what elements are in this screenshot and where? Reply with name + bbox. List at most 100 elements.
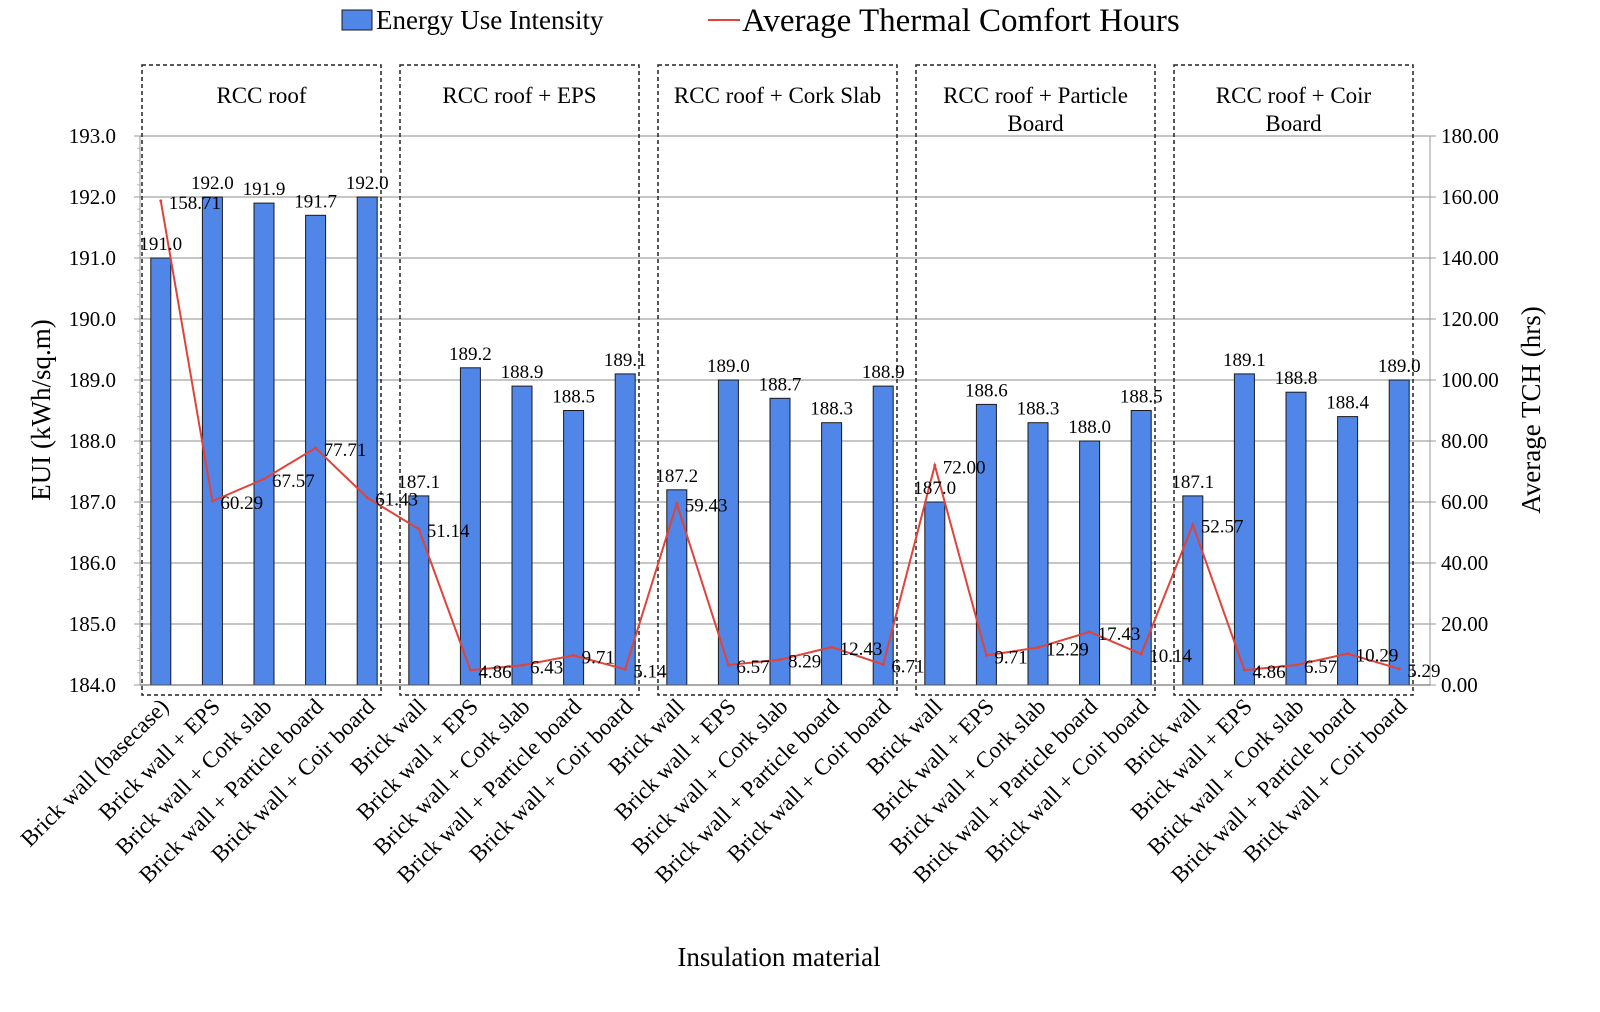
group-title: RCC roof + Coir Board — [1216, 83, 1372, 136]
group-title: RCC roof + Particle Board — [943, 83, 1128, 136]
tch-point — [417, 527, 421, 531]
group-box — [915, 64, 1156, 696]
y-tick-label: 192.0 — [69, 185, 116, 209]
eui-data-label: 187.1 — [397, 472, 440, 493]
eui-bar — [717, 379, 739, 686]
tch-point — [572, 653, 576, 657]
tch-data-label: 61.43 — [375, 490, 418, 511]
eui-data-label: 189.2 — [449, 344, 492, 365]
y-tick-label: 187.0 — [69, 490, 116, 514]
eui-data-label: 189.1 — [1223, 350, 1266, 371]
eui-bar — [666, 489, 688, 686]
y-tick-label: 188.0 — [69, 429, 116, 453]
tch-point — [365, 496, 369, 500]
legend-label-energy-use-intensity: Energy Use Intensity — [376, 5, 604, 35]
tch-point — [881, 663, 885, 667]
y-tick-label: 191.0 — [69, 246, 116, 270]
eui-data-label: 189.0 — [1378, 356, 1421, 377]
eui-data-label: 191.0 — [139, 234, 182, 255]
eui-bar — [201, 196, 223, 686]
tch-data-label: 4.86 — [1252, 662, 1285, 683]
tch-data-label: 5.14 — [633, 661, 667, 682]
y2-tick-label: 120.00 — [1441, 307, 1499, 331]
tch-data-label: 17.43 — [1098, 624, 1141, 645]
tch-data-label: 10.14 — [1149, 646, 1192, 667]
tch-point — [262, 477, 266, 481]
tch-point — [314, 446, 318, 450]
tch-data-label: 60.29 — [220, 493, 263, 514]
tch-point — [1294, 663, 1298, 667]
y-axis-tick-labels: 184.0 185.0 186.0 187.0 188.0 189.0 190.0 191.0… — [69, 124, 116, 697]
eui-data-labels: 191.0 192.0 191.9 191.7 192.0 187.1 189.2 188.9… — [139, 173, 1420, 499]
group-box — [657, 64, 898, 696]
tch-point — [468, 668, 472, 672]
group-title: RCC roof + EPS — [442, 83, 596, 108]
tch-data-label: 10.29 — [1356, 646, 1399, 667]
eui-bar — [924, 501, 946, 686]
eui-bar — [1285, 391, 1307, 686]
y2-tick-label: 140.00 — [1441, 246, 1499, 270]
group-box — [1173, 64, 1414, 696]
tch-point — [1139, 652, 1143, 656]
group-title: RCC roof + Cork Slab — [674, 83, 881, 108]
eui-bar — [305, 214, 327, 686]
y-tick-label: 190.0 — [69, 307, 116, 331]
y-tick-label: 189.0 — [69, 368, 116, 392]
tch-point — [159, 199, 163, 203]
legend: Energy Use Intensity Average Thermal Com… — [341, 3, 1180, 39]
eui-data-label: 187.0 — [913, 478, 956, 499]
eui-data-label: 192.0 — [346, 173, 389, 194]
tch-data-label: 51.14 — [427, 521, 470, 542]
tch-data-label: 12.29 — [1046, 640, 1089, 661]
tch-point — [1346, 652, 1350, 656]
eui-data-label: 191.7 — [294, 191, 337, 212]
tch-data-label: 6.71 — [891, 657, 924, 678]
tch-point — [1242, 668, 1246, 672]
y2-tick-label: 80.00 — [1441, 429, 1488, 453]
eui-bar — [563, 410, 585, 686]
eui-data-label: 188.6 — [965, 380, 1008, 401]
eui-data-label: 188.9 — [501, 362, 544, 383]
tch-data-label: 77.71 — [324, 440, 367, 461]
y2-tick-label: 40.00 — [1441, 551, 1488, 575]
eui-data-label: 187.2 — [655, 466, 698, 487]
legend-swatch-energy-use-intensity — [341, 9, 373, 31]
eui-bars — [150, 196, 1410, 686]
eui-data-label: 192.0 — [191, 173, 234, 194]
tch-line — [159, 199, 1401, 672]
y2-axis-tick-labels: 0.00 20.00 40.00 60.00 80.00 100.00 120.00 140.… — [1441, 124, 1499, 697]
tch-point — [1191, 523, 1195, 527]
group-box — [141, 64, 382, 696]
tch-point — [830, 645, 834, 649]
tch-data-label: 52.57 — [1201, 517, 1244, 538]
x-axis-title: Insulation material — [677, 942, 880, 972]
tch-point — [520, 663, 524, 667]
tch-data-label: 12.43 — [840, 639, 883, 660]
tch-data-label: 59.43 — [685, 496, 728, 517]
y-axis-title: EUI (kWh/sq.m) — [26, 319, 56, 500]
eui-data-label: 188.4 — [1326, 393, 1369, 414]
tch-data-label: 67.57 — [272, 471, 315, 492]
eui-data-label: 189.0 — [707, 356, 750, 377]
eui-data-label: 188.3 — [1017, 399, 1060, 420]
y-tick-label: 193.0 — [69, 124, 116, 148]
y2-tick-label: 100.00 — [1441, 368, 1499, 392]
y-tick-label: 186.0 — [69, 551, 116, 575]
eui-bar — [769, 397, 791, 686]
y-tick-label: 185.0 — [69, 612, 116, 636]
eui-data-label: 191.9 — [243, 179, 286, 200]
eui-bar — [511, 385, 533, 686]
tch-point — [933, 463, 937, 467]
tch-point — [210, 499, 214, 503]
eui-data-label: 188.3 — [810, 399, 853, 420]
y2-tick-label: 0.00 — [1441, 673, 1478, 697]
eui-bar — [253, 202, 275, 686]
tch-data-label: 72.00 — [943, 457, 986, 478]
tch-data-label: 5.29 — [1407, 661, 1440, 682]
tch-point — [984, 653, 988, 657]
eui-bar — [975, 403, 997, 686]
tch-point — [675, 502, 679, 506]
eui-bar — [1388, 379, 1410, 686]
y-tick-label: 184.0 — [69, 673, 116, 697]
eui-bar — [150, 257, 172, 686]
